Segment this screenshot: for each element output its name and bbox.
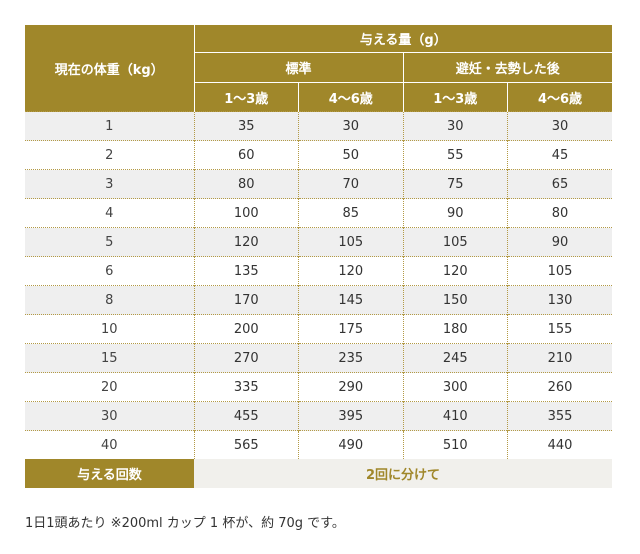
weight-cell: 1 bbox=[25, 111, 194, 141]
table-body: 1 35 30 30 30 2 60 50 55 45 3 80 70 75 6… bbox=[25, 111, 613, 488]
table-row: 4 100 85 90 80 bbox=[25, 198, 613, 228]
amount-cell: 30 bbox=[402, 111, 508, 141]
amount-cell: 35 bbox=[193, 111, 299, 141]
weight-cell: 10 bbox=[25, 314, 194, 344]
weight-cell: 30 bbox=[25, 401, 194, 431]
amount-cell: 290 bbox=[298, 372, 403, 402]
table-row: 8 170 145 150 130 bbox=[25, 285, 613, 315]
amount-cell: 80 bbox=[507, 198, 613, 228]
age-col-header: 4〜6歳 bbox=[298, 82, 403, 112]
amount-cell: 85 bbox=[298, 198, 403, 228]
table-row: 3 80 70 75 65 bbox=[25, 169, 613, 199]
amount-cell: 90 bbox=[402, 198, 508, 228]
weight-cell: 2 bbox=[25, 140, 194, 170]
amount-cell: 50 bbox=[298, 140, 403, 170]
footnote: 1日1頭あたり ※200ml カップ 1 杯が、約 70g です。 bbox=[25, 516, 345, 531]
age-col-header: 1〜3歳 bbox=[193, 82, 299, 112]
table-row: 20 335 290 300 260 bbox=[25, 372, 613, 402]
table-row: 1 35 30 30 30 bbox=[25, 111, 613, 141]
amount-cell: 30 bbox=[298, 111, 403, 141]
amount-cell: 105 bbox=[507, 256, 613, 286]
amount-cell: 55 bbox=[402, 140, 508, 170]
table-row: 15 270 235 245 210 bbox=[25, 343, 613, 373]
amount-cell: 135 bbox=[193, 256, 299, 286]
table-row: 6 135 120 120 105 bbox=[25, 256, 613, 286]
amount-cell: 60 bbox=[193, 140, 299, 170]
amount-cell: 200 bbox=[193, 314, 299, 344]
table-row: 5 120 105 105 90 bbox=[25, 227, 613, 257]
amount-cell: 455 bbox=[193, 401, 299, 431]
amount-cell: 260 bbox=[507, 372, 613, 402]
age-col-header: 1〜3歳 bbox=[402, 82, 508, 112]
weight-cell: 6 bbox=[25, 256, 194, 286]
amount-cell: 510 bbox=[402, 430, 508, 459]
feeding-frequency-label: 与える回数 bbox=[25, 459, 194, 488]
table-row: 2 60 50 55 45 bbox=[25, 140, 613, 170]
amount-cell: 300 bbox=[402, 372, 508, 402]
amount-cell: 235 bbox=[298, 343, 403, 373]
amount-cell: 120 bbox=[193, 227, 299, 257]
weight-cell: 40 bbox=[25, 430, 194, 459]
weight-cell: 5 bbox=[25, 227, 194, 257]
amount-cell: 100 bbox=[193, 198, 299, 228]
group-neutered-header: 避妊・去勢した後 bbox=[402, 52, 613, 83]
amount-cell: 70 bbox=[298, 169, 403, 199]
amount-cell: 105 bbox=[402, 227, 508, 257]
amount-cell: 65 bbox=[507, 169, 613, 199]
amount-cell: 75 bbox=[402, 169, 508, 199]
amount-cell: 355 bbox=[507, 401, 613, 431]
feeding-table: 現在の体重（kg） 与える量（g） 標準 避妊・去勢した後 1〜3歳 4〜6歳 … bbox=[25, 25, 613, 488]
weight-cell: 8 bbox=[25, 285, 194, 315]
amount-cell: 210 bbox=[507, 343, 613, 373]
weight-header: 現在の体重（kg） bbox=[25, 25, 194, 112]
amount-cell: 145 bbox=[298, 285, 403, 315]
weight-cell: 4 bbox=[25, 198, 194, 228]
amount-cell: 30 bbox=[507, 111, 613, 141]
table-header: 現在の体重（kg） 与える量（g） 標準 避妊・去勢した後 1〜3歳 4〜6歳 … bbox=[25, 25, 613, 112]
amount-cell: 80 bbox=[193, 169, 299, 199]
amount-cell: 395 bbox=[298, 401, 403, 431]
amount-cell: 120 bbox=[298, 256, 403, 286]
amount-cell: 170 bbox=[193, 285, 299, 315]
weight-cell: 3 bbox=[25, 169, 194, 199]
amount-cell: 245 bbox=[402, 343, 508, 373]
amount-cell: 335 bbox=[193, 372, 299, 402]
amount-cell: 410 bbox=[402, 401, 508, 431]
group-standard-header: 標準 bbox=[193, 52, 403, 83]
weight-cell: 15 bbox=[25, 343, 194, 373]
amount-header: 与える量（g） bbox=[193, 25, 613, 53]
amount-cell: 490 bbox=[298, 430, 403, 459]
amount-cell: 105 bbox=[298, 227, 403, 257]
table-row: 10 200 175 180 155 bbox=[25, 314, 613, 344]
amount-cell: 45 bbox=[507, 140, 613, 170]
feeding-frequency-value: 2回に分けて bbox=[194, 459, 613, 488]
table-row: 30 455 395 410 355 bbox=[25, 401, 613, 431]
amount-cell: 150 bbox=[402, 285, 508, 315]
table-row: 40 565 490 510 440 bbox=[25, 430, 613, 459]
table-footer-row: 与える回数 2回に分けて bbox=[25, 459, 613, 488]
amount-cell: 175 bbox=[298, 314, 403, 344]
amount-cell: 130 bbox=[507, 285, 613, 315]
amount-cell: 180 bbox=[402, 314, 508, 344]
amount-cell: 120 bbox=[402, 256, 508, 286]
weight-cell: 20 bbox=[25, 372, 194, 402]
age-col-header: 4〜6歳 bbox=[507, 82, 613, 112]
amount-cell: 90 bbox=[507, 227, 613, 257]
amount-cell: 565 bbox=[193, 430, 299, 459]
amount-cell: 155 bbox=[507, 314, 613, 344]
amount-cell: 270 bbox=[193, 343, 299, 373]
amount-cell: 440 bbox=[507, 430, 613, 459]
